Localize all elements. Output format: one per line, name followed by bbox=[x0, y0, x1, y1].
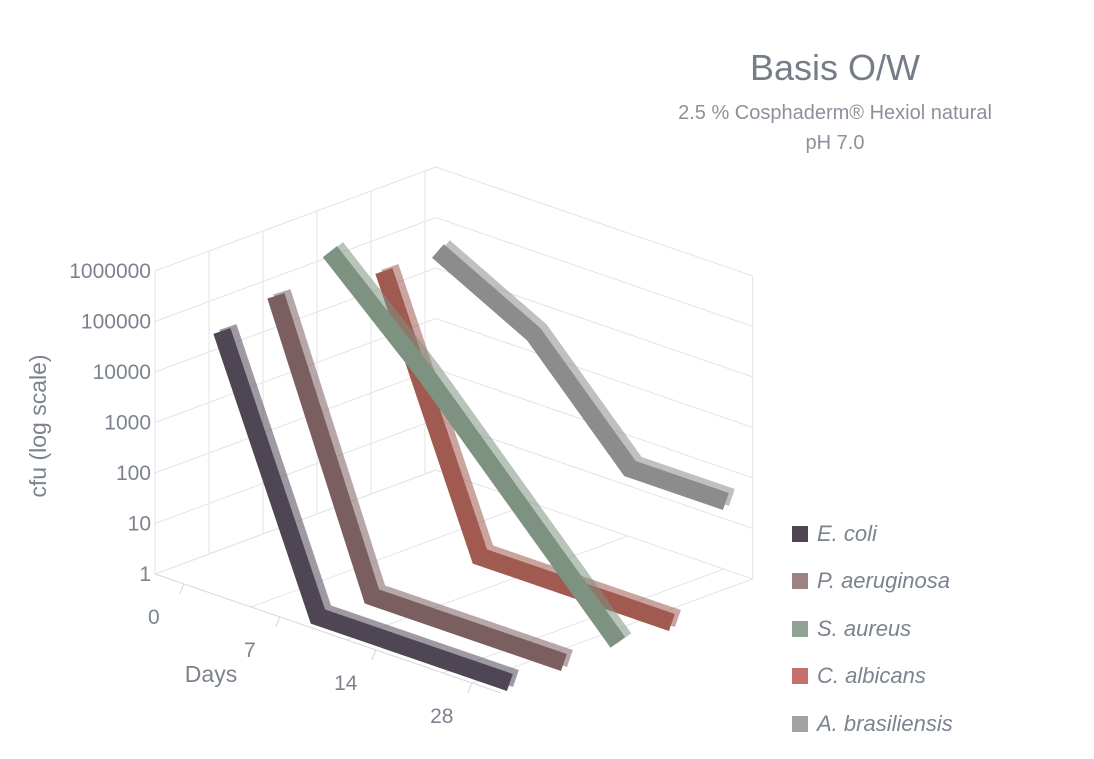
y-axis: 1 10 100 1000 10000 100000 1000000 bbox=[69, 260, 151, 586]
y-axis-title: cfu (log scale) bbox=[25, 354, 51, 497]
legend-label: E. coli bbox=[817, 520, 877, 546]
legend-swatch bbox=[792, 715, 808, 732]
x-tick-label: 7 bbox=[244, 639, 256, 662]
chart-subtitle-line-2: pH 7.0 bbox=[805, 132, 865, 154]
legend-item: E. coli bbox=[792, 510, 953, 558]
legend-item: A. brasiliensis bbox=[792, 700, 953, 748]
series-line bbox=[375, 268, 675, 632]
y-tick-label: 1000000 bbox=[69, 260, 151, 283]
legend-label: C. albicans bbox=[817, 663, 926, 689]
legend-label: S. aureus bbox=[817, 615, 912, 641]
gridline bbox=[154, 419, 436, 524]
y-tick-label: 1 bbox=[139, 563, 151, 586]
y-tick-label: 100000 bbox=[81, 311, 151, 334]
y-tick-label: 10000 bbox=[93, 361, 151, 384]
series-line bbox=[322, 246, 626, 648]
x-axis: 0 7 14 28 bbox=[148, 573, 501, 728]
x-tick-label: 0 bbox=[148, 606, 160, 629]
y-tick-label: 1000 bbox=[104, 412, 151, 435]
gridline bbox=[154, 166, 436, 272]
gridline bbox=[250, 502, 532, 608]
y-tick-label: 100 bbox=[116, 462, 151, 485]
legend-swatch bbox=[792, 620, 808, 637]
legend-item: S. aureus bbox=[792, 605, 953, 653]
legend-label: P. aeruginosa bbox=[817, 568, 950, 594]
gridline bbox=[154, 368, 436, 474]
series-line bbox=[431, 244, 729, 511]
chart-series bbox=[213, 240, 735, 692]
legend-swatch bbox=[792, 668, 808, 685]
x-tick bbox=[467, 682, 473, 694]
series-line bbox=[267, 293, 567, 672]
x-tick-label: 28 bbox=[430, 705, 453, 728]
gridline bbox=[442, 568, 724, 674]
x-tick bbox=[371, 649, 377, 661]
gridline bbox=[435, 469, 753, 580]
legend-label: A. brasiliensis bbox=[817, 710, 953, 736]
legend-swatch bbox=[792, 573, 808, 590]
chart-title: Basis O/W bbox=[749, 47, 920, 88]
chart-header: Basis O/W 2.5 % Cosphaderm® Hexiol natur… bbox=[640, 46, 1030, 158]
gridline bbox=[435, 318, 753, 428]
chart-legend: E. coli P. aeruginosa S. aureus C. albicans… bbox=[792, 510, 953, 748]
gridline bbox=[346, 535, 628, 641]
series-line bbox=[213, 328, 513, 692]
x-tick-label: 14 bbox=[334, 672, 358, 695]
x-tick bbox=[179, 583, 185, 595]
x-tick bbox=[275, 616, 281, 628]
legend-item: C. albicans bbox=[792, 653, 953, 701]
x-axis-line bbox=[154, 573, 501, 694]
chart-subtitle-line-1: 2.5 % Cosphaderm® Hexiol natural bbox=[678, 102, 992, 124]
legend-swatch bbox=[792, 525, 808, 542]
gridline bbox=[154, 217, 436, 322]
x-axis-title: Days bbox=[185, 661, 237, 687]
legend-item: P. aeruginosa bbox=[792, 558, 953, 606]
gridline bbox=[435, 166, 753, 277]
y-tick-label: 10 bbox=[128, 513, 151, 536]
gridline bbox=[435, 217, 753, 327]
